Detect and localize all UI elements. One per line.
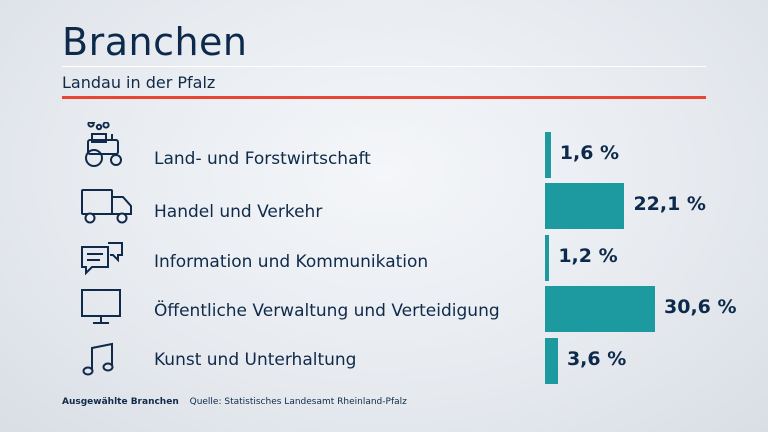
value-label: 3,6 % [566, 348, 627, 370]
chart-row-kunst-unterhaltung: Kunst und Unterhaltung 3,6 % [0, 336, 768, 386]
bar [545, 286, 655, 332]
footer-source: Quelle: Statistisches Landesamt Rheinlan… [189, 397, 407, 407]
footer: Ausgewählte Branchen Quelle: Statistisch… [62, 397, 407, 407]
category-label: Information und Kommunikation [154, 252, 429, 272]
speech-bubbles-icon [78, 233, 134, 283]
value-label: 30,6 % [664, 296, 737, 318]
value-label: 1,2 % [558, 245, 618, 267]
value-label: 1,6 % [559, 142, 620, 164]
bar [545, 183, 625, 229]
accent-divider [62, 96, 706, 99]
music-note-icon [78, 336, 134, 386]
bar [545, 338, 558, 384]
value-label: 22,1 % [633, 193, 706, 215]
chart-row-handel-verkehr: Handel und Verkehr 22,1 % [0, 181, 768, 231]
title-divider [62, 66, 706, 67]
truck-icon [78, 181, 134, 231]
category-label: Kunst und Unterhaltung [154, 350, 357, 370]
monitor-icon [78, 284, 134, 334]
page-title: Branchen [62, 20, 248, 64]
chart-row-land-forstwirtschaft: Land- und Forstwirtschaft 1,6 % [0, 116, 768, 180]
category-label: Handel und Verkehr [154, 202, 323, 222]
bar [545, 132, 551, 178]
chart-row-information-kommunikation: Information und Kommunikation 1,2 % [0, 233, 768, 283]
chart-row-oeffentliche-verwaltung: Öffentliche Verwaltung und Verteidigung … [0, 284, 768, 334]
tractor-icon [78, 116, 134, 172]
category-label: Öffentliche Verwaltung und Verteidigung [154, 301, 500, 321]
bar [545, 235, 550, 281]
footer-note: Ausgewählte Branchen [62, 397, 179, 407]
category-label: Land- und Forstwirtschaft [154, 149, 371, 169]
page-subtitle: Landau in der Pfalz [62, 73, 216, 92]
